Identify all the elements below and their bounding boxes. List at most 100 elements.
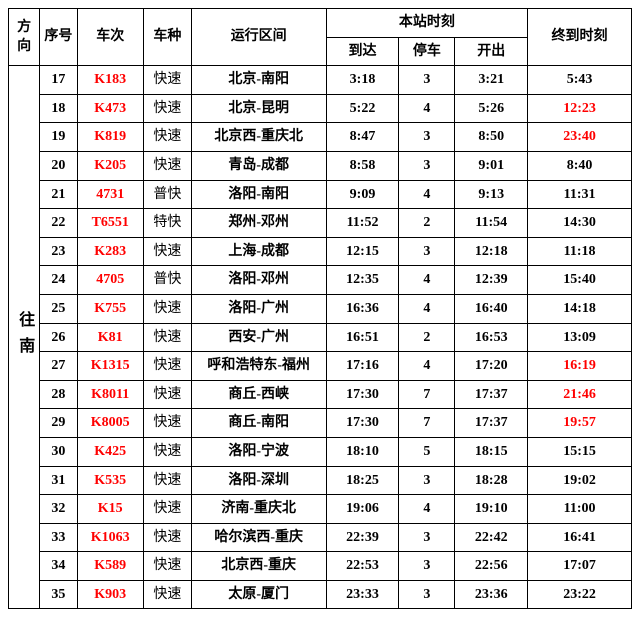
cell-final: 8:40 <box>528 151 632 180</box>
cell-route: 洛阳-邓州 <box>191 266 326 295</box>
cell-final: 5:43 <box>528 66 632 95</box>
cell-arrive: 17:16 <box>326 352 399 381</box>
table-body: 往南17K183快速北京-南阳3:1833:215:4318K473快速北京-昆… <box>9 66 632 609</box>
cell-train: K1063 <box>77 523 143 552</box>
cell-arrive: 17:30 <box>326 380 399 409</box>
hdr-seq: 序号 <box>40 9 77 66</box>
cell-type: 快速 <box>143 380 191 409</box>
cell-final: 19:57 <box>528 409 632 438</box>
cell-final: 11:31 <box>528 180 632 209</box>
table-row: 18K473快速北京-昆明5:2245:2612:23 <box>9 94 632 123</box>
cell-type: 快速 <box>143 437 191 466</box>
cell-final: 12:23 <box>528 94 632 123</box>
hdr-arrive: 到达 <box>326 37 399 66</box>
cell-stop: 3 <box>399 466 455 495</box>
cell-stop: 3 <box>399 123 455 152</box>
cell-seq: 28 <box>40 380 77 409</box>
direction-cell: 往南 <box>9 66 40 609</box>
cell-route: 北京-南阳 <box>191 66 326 95</box>
cell-seq: 18 <box>40 94 77 123</box>
table-row: 27K1315快速呼和浩特东-福州17:16417:2016:19 <box>9 352 632 381</box>
table-row: 33K1063快速哈尔滨西-重庆22:39322:4216:41 <box>9 523 632 552</box>
cell-train: K589 <box>77 552 143 581</box>
cell-arrive: 17:30 <box>326 409 399 438</box>
cell-stop: 2 <box>399 323 455 352</box>
table-row: 19K819快速北京西-重庆北8:4738:5023:40 <box>9 123 632 152</box>
hdr-route: 运行区间 <box>191 9 326 66</box>
cell-route: 西安-广州 <box>191 323 326 352</box>
timetable: 方向 序号 车次 车种 运行区间 本站时刻 终到时刻 到达 停车 开出 往南17… <box>8 8 632 609</box>
cell-route: 商丘-南阳 <box>191 409 326 438</box>
cell-stop: 7 <box>399 409 455 438</box>
cell-final: 13:09 <box>528 323 632 352</box>
cell-route: 北京-昆明 <box>191 94 326 123</box>
table-row: 30K425快速洛阳-宁波18:10518:1515:15 <box>9 437 632 466</box>
hdr-direction: 方向 <box>9 9 40 66</box>
cell-stop: 4 <box>399 495 455 524</box>
cell-arrive: 18:25 <box>326 466 399 495</box>
cell-depart: 16:40 <box>455 294 528 323</box>
cell-final: 16:41 <box>528 523 632 552</box>
cell-seq: 23 <box>40 237 77 266</box>
cell-type: 快速 <box>143 294 191 323</box>
hdr-type: 车种 <box>143 9 191 66</box>
cell-seq: 29 <box>40 409 77 438</box>
table-row: 23K283快速上海-成都12:15312:1811:18 <box>9 237 632 266</box>
cell-train: K425 <box>77 437 143 466</box>
cell-seq: 17 <box>40 66 77 95</box>
cell-type: 快速 <box>143 495 191 524</box>
cell-type: 快速 <box>143 151 191 180</box>
cell-depart: 8:50 <box>455 123 528 152</box>
cell-route: 呼和浩特东-福州 <box>191 352 326 381</box>
cell-train: K1315 <box>77 352 143 381</box>
cell-arrive: 12:15 <box>326 237 399 266</box>
cell-train: K205 <box>77 151 143 180</box>
cell-train: K535 <box>77 466 143 495</box>
hdr-station: 本站时刻 <box>326 9 527 38</box>
cell-seq: 26 <box>40 323 77 352</box>
cell-depart: 3:21 <box>455 66 528 95</box>
cell-seq: 32 <box>40 495 77 524</box>
cell-type: 普快 <box>143 266 191 295</box>
hdr-train: 车次 <box>77 9 143 66</box>
table-row: 31K535快速洛阳-深圳18:25318:2819:02 <box>9 466 632 495</box>
cell-depart: 22:42 <box>455 523 528 552</box>
cell-seq: 22 <box>40 209 77 238</box>
table-row: 29K8005快速商丘-南阳17:30717:3719:57 <box>9 409 632 438</box>
table-row: 往南17K183快速北京-南阳3:1833:215:43 <box>9 66 632 95</box>
cell-seq: 30 <box>40 437 77 466</box>
cell-depart: 18:28 <box>455 466 528 495</box>
cell-depart: 9:01 <box>455 151 528 180</box>
cell-depart: 9:13 <box>455 180 528 209</box>
cell-final: 11:00 <box>528 495 632 524</box>
cell-arrive: 22:53 <box>326 552 399 581</box>
cell-arrive: 9:09 <box>326 180 399 209</box>
cell-route: 太原-厦门 <box>191 580 326 609</box>
cell-seq: 33 <box>40 523 77 552</box>
cell-route: 青岛-成都 <box>191 151 326 180</box>
table-row: 25K755快速洛阳-广州16:36416:4014:18 <box>9 294 632 323</box>
cell-route: 北京西-重庆北 <box>191 123 326 152</box>
cell-depart: 17:37 <box>455 409 528 438</box>
cell-type: 快速 <box>143 123 191 152</box>
cell-depart: 12:18 <box>455 237 528 266</box>
cell-depart: 12:39 <box>455 266 528 295</box>
cell-arrive: 12:35 <box>326 266 399 295</box>
cell-depart: 17:20 <box>455 352 528 381</box>
cell-depart: 22:56 <box>455 552 528 581</box>
cell-train: K15 <box>77 495 143 524</box>
table-row: 214731普快洛阳-南阳9:0949:1311:31 <box>9 180 632 209</box>
cell-stop: 5 <box>399 437 455 466</box>
cell-stop: 4 <box>399 294 455 323</box>
cell-arrive: 11:52 <box>326 209 399 238</box>
cell-depart: 18:15 <box>455 437 528 466</box>
cell-type: 快速 <box>143 352 191 381</box>
cell-stop: 3 <box>399 151 455 180</box>
hdr-stop: 停车 <box>399 37 455 66</box>
cell-route: 哈尔滨西-重庆 <box>191 523 326 552</box>
cell-type: 普快 <box>143 180 191 209</box>
cell-depart: 17:37 <box>455 380 528 409</box>
table-row: 26K81快速西安-广州16:51216:5313:09 <box>9 323 632 352</box>
cell-arrive: 23:33 <box>326 580 399 609</box>
table-row: 22T6551特快郑州-邓州11:52211:5414:30 <box>9 209 632 238</box>
